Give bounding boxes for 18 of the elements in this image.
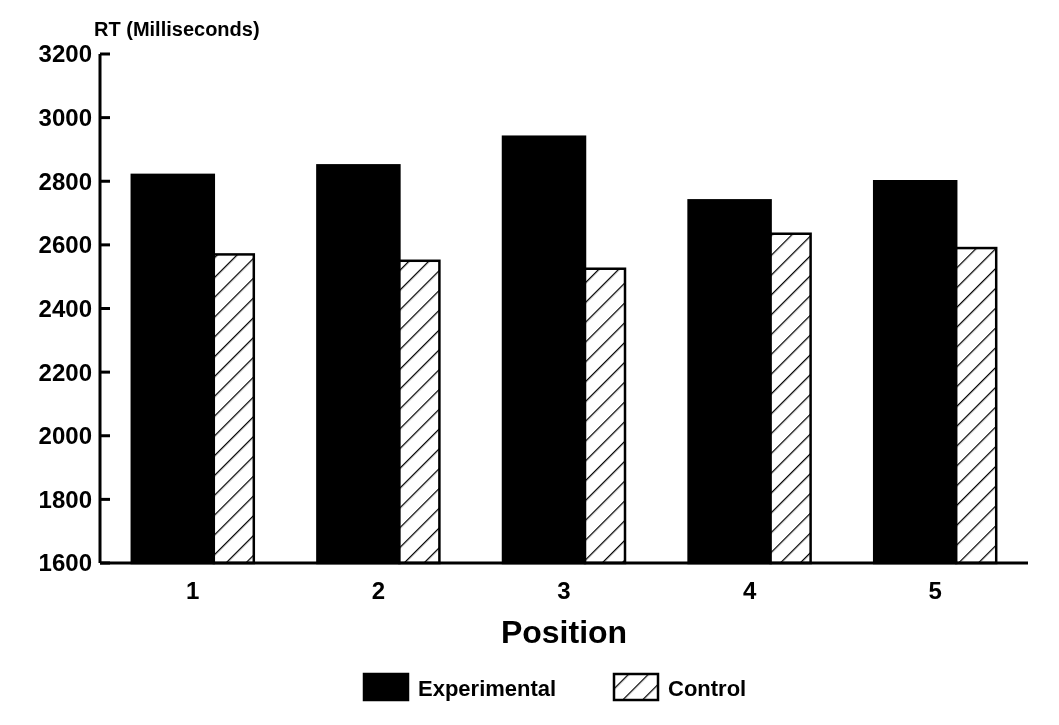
y-tick-label: 1600	[38, 549, 92, 577]
legend-label: Experimental	[418, 675, 557, 701]
y-tick-label: 2800	[38, 167, 92, 195]
x-tick-label: 2	[371, 577, 386, 604]
x-tick-label: 5	[928, 577, 942, 604]
y-tick-label: 2000	[38, 422, 92, 450]
y-tick-label: 3000	[38, 104, 92, 132]
legend-label: Control	[668, 675, 747, 701]
y-tick-label: 2600	[38, 231, 92, 259]
x-tick-label: 1	[186, 577, 200, 604]
x-tick-label: 3	[557, 577, 571, 604]
x-tick-label: 4	[742, 577, 757, 604]
y-axis-title: RT (Milliseconds)	[94, 18, 260, 40]
y-tick-label: 1800	[38, 485, 92, 513]
y-tick-label: 2200	[38, 358, 92, 386]
y-tick-label: 2400	[38, 294, 92, 322]
y-tick-label: 3200	[38, 40, 92, 68]
x-axis-title: Position	[500, 614, 628, 650]
